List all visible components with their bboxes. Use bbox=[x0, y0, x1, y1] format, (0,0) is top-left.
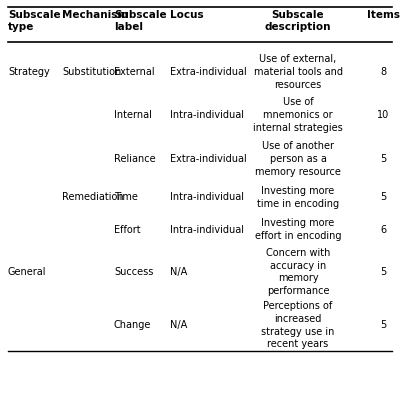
Text: Items: Items bbox=[367, 10, 400, 20]
Text: Intra-individual: Intra-individual bbox=[170, 110, 244, 120]
Text: 5: 5 bbox=[380, 267, 386, 277]
Text: Mechanism: Mechanism bbox=[62, 10, 128, 20]
Text: Change: Change bbox=[114, 320, 151, 330]
Text: Success: Success bbox=[114, 267, 153, 277]
Text: 5: 5 bbox=[380, 320, 386, 330]
Text: Remediation: Remediation bbox=[62, 192, 124, 202]
Text: Use of
mnemonics or
internal strategies: Use of mnemonics or internal strategies bbox=[253, 97, 343, 133]
Text: Locus: Locus bbox=[170, 10, 204, 20]
Text: Intra-individual: Intra-individual bbox=[170, 225, 244, 235]
Text: General: General bbox=[8, 267, 46, 277]
Text: Subscale
label: Subscale label bbox=[114, 10, 167, 31]
Text: N/A: N/A bbox=[170, 320, 187, 330]
Text: Use of external,
material tools and
resources: Use of external, material tools and reso… bbox=[254, 54, 342, 90]
Text: 5: 5 bbox=[380, 154, 386, 164]
Text: 6: 6 bbox=[380, 225, 386, 235]
Text: Extra-individual: Extra-individual bbox=[170, 67, 247, 77]
Text: Intra-individual: Intra-individual bbox=[170, 192, 244, 202]
Text: Perceptions of
increased
strategy use in
recent years: Perceptions of increased strategy use in… bbox=[261, 301, 335, 349]
Text: Effort: Effort bbox=[114, 225, 141, 235]
Text: N/A: N/A bbox=[170, 267, 187, 277]
Text: Substitution: Substitution bbox=[62, 67, 121, 77]
Text: 8: 8 bbox=[380, 67, 386, 77]
Text: 5: 5 bbox=[380, 192, 386, 202]
Text: Concern with
accuracy in
memory
performance: Concern with accuracy in memory performa… bbox=[266, 248, 330, 296]
Text: Time: Time bbox=[114, 192, 138, 202]
Text: 10: 10 bbox=[377, 110, 389, 120]
Text: Subscale
description: Subscale description bbox=[265, 10, 331, 31]
Text: Extra-individual: Extra-individual bbox=[170, 154, 247, 164]
Text: Investing more
time in encoding: Investing more time in encoding bbox=[257, 186, 339, 209]
Text: Use of another
person as a
memory resource: Use of another person as a memory resour… bbox=[255, 141, 341, 177]
Text: External: External bbox=[114, 67, 155, 77]
Text: Investing more
effort in encoding: Investing more effort in encoding bbox=[255, 218, 341, 241]
Text: Internal: Internal bbox=[114, 110, 152, 120]
Text: Subscale
type: Subscale type bbox=[8, 10, 61, 31]
Text: Strategy: Strategy bbox=[8, 67, 50, 77]
Text: Reliance: Reliance bbox=[114, 154, 156, 164]
